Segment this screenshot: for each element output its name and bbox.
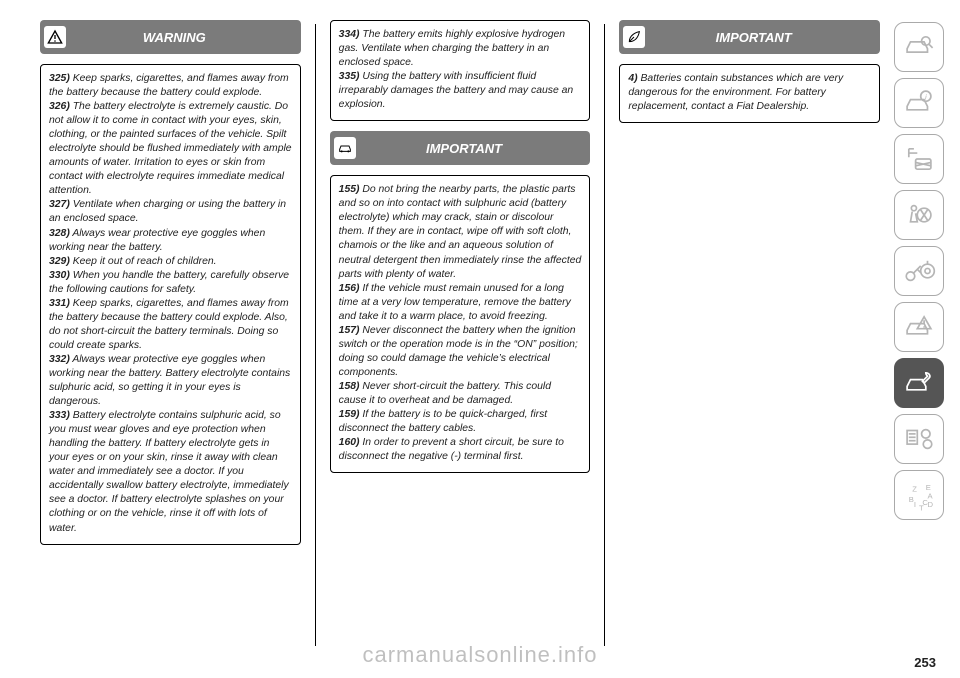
- car-icon: [334, 137, 356, 159]
- sidebar-search[interactable]: [894, 22, 944, 72]
- svg-text:T: T: [919, 503, 924, 512]
- page-number: 253: [914, 655, 936, 670]
- sidebar-hazard[interactable]: [894, 302, 944, 352]
- important-header-1: IMPORTANT: [330, 131, 591, 165]
- important-box-2: 4) Batteries contain substances which ar…: [619, 64, 880, 123]
- important-box-1: 155) Do not bring the nearby parts, the …: [330, 175, 591, 473]
- sidebar: i Z E B A I C D T: [894, 20, 948, 650]
- sidebar-index[interactable]: Z E B A I C D T: [894, 470, 944, 520]
- svg-text:E: E: [926, 483, 931, 492]
- page: WARNING 325) Keep sparks, cigarettes, an…: [0, 0, 960, 660]
- warning-icon: [44, 26, 66, 48]
- warning-title: WARNING: [74, 30, 275, 45]
- warning-box: 325) Keep sparks, cigarettes, and flames…: [40, 64, 301, 545]
- svg-text:Z: Z: [912, 485, 917, 494]
- column-separator-2: [604, 24, 605, 646]
- leaf-icon: [623, 26, 645, 48]
- important-body-1: 155) Do not bring the nearby parts, the …: [339, 183, 582, 464]
- column-separator: [315, 24, 316, 646]
- sidebar-settings[interactable]: [894, 414, 944, 464]
- column-1: WARNING 325) Keep sparks, cigarettes, an…: [40, 20, 301, 650]
- warning-cont-box: 334) The battery emits highly explosive …: [330, 20, 591, 121]
- warning-header: WARNING: [40, 20, 301, 54]
- important-header-2: IMPORTANT: [619, 20, 880, 54]
- svg-text:i: i: [925, 93, 927, 102]
- svg-text:D: D: [928, 500, 934, 509]
- warning-body: 325) Keep sparks, cigarettes, and flames…: [49, 72, 292, 536]
- sidebar-service[interactable]: [894, 358, 944, 408]
- svg-text:I: I: [914, 500, 916, 509]
- important-title-2: IMPORTANT: [653, 30, 854, 45]
- sidebar-airbag[interactable]: [894, 190, 944, 240]
- sidebar-info[interactable]: i: [894, 78, 944, 128]
- sidebar-key[interactable]: [894, 246, 944, 296]
- sidebar-lights[interactable]: [894, 134, 944, 184]
- warning-cont-body: 334) The battery emits highly explosive …: [339, 28, 582, 112]
- column-3: IMPORTANT 4) Batteries contain substance…: [619, 20, 880, 650]
- important-body-2: 4) Batteries contain substances which ar…: [628, 72, 871, 114]
- svg-text:A: A: [928, 491, 934, 500]
- column-2: 334) The battery emits highly explosive …: [330, 20, 591, 650]
- important-title-1: IMPORTANT: [364, 141, 565, 156]
